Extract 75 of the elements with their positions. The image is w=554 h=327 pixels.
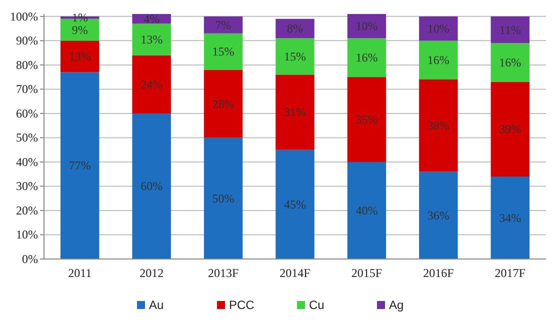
text: 39%: [499, 122, 522, 136]
bar: [419, 172, 458, 259]
x-tick-label: 2016F: [423, 266, 454, 280]
text: 50%: [212, 191, 234, 206]
y-tick-label: 10%: [16, 228, 38, 242]
bar: [204, 16, 243, 34]
text: 8%: [287, 22, 303, 36]
text: 16%: [356, 50, 378, 65]
text: 16%: [427, 53, 450, 68]
text: 36%: [427, 208, 450, 222]
legend-label: Ag: [389, 298, 404, 312]
bar: [347, 14, 386, 38]
text: 77%: [68, 158, 91, 173]
bar: [204, 33, 243, 70]
text: 38%: [427, 118, 450, 133]
text: 4%: [144, 12, 160, 26]
legend-label: Au: [149, 298, 164, 312]
text: 45%: [284, 197, 306, 212]
legend-label: PCC: [229, 298, 255, 312]
y-tick-label: 30%: [16, 179, 38, 194]
text: 40%: [356, 203, 378, 218]
bar: [490, 82, 530, 177]
y-tick-label: 60%: [16, 106, 38, 120]
text: 11%: [499, 22, 521, 37]
text: 10%: [356, 19, 378, 34]
bar: [490, 16, 530, 44]
x-tick-label: 2015F: [351, 266, 382, 280]
x-tick-label: 2014F: [280, 266, 311, 280]
text: 1%: [72, 10, 88, 25]
text: 15%: [284, 49, 306, 64]
y-tick-label: 40%: [16, 154, 38, 169]
bar: [347, 77, 386, 162]
text: 16%: [499, 56, 522, 70]
y-tick-label: 70%: [16, 82, 38, 96]
text: 60%: [140, 179, 163, 194]
text: 15%: [212, 44, 234, 59]
y-tick-label: 0%: [22, 252, 38, 266]
bar: [276, 18, 314, 38]
bar: [132, 113, 171, 259]
bar: [132, 55, 171, 114]
y-tick-label: 50%: [16, 130, 38, 145]
text: 9%: [72, 22, 88, 37]
x-tick-label: 2017F: [494, 266, 526, 280]
bar: [60, 40, 100, 72]
text: 35%: [356, 112, 378, 127]
text: 34%: [499, 210, 522, 225]
bar: [419, 16, 458, 41]
text: 13%: [140, 32, 163, 46]
bar: [419, 40, 458, 80]
text: 24%: [140, 77, 163, 92]
bar: [490, 176, 530, 259]
bar: [276, 38, 314, 75]
bar: [276, 150, 314, 259]
y-tick-label: 100%: [10, 9, 38, 24]
text: 7%: [215, 18, 232, 32]
text: 13%: [68, 49, 91, 64]
y-tick-label: 80%: [16, 58, 38, 72]
y-tick-label: 20%: [16, 203, 38, 218]
bar: [204, 138, 243, 259]
x-tick-label: 2013F: [208, 266, 239, 280]
x-tick-label: 2012: [140, 266, 164, 280]
bar: [204, 70, 243, 138]
bar: [60, 72, 100, 259]
bar: [347, 162, 386, 259]
bar: [347, 38, 386, 78]
y-tick-label: 90%: [16, 34, 38, 48]
bar: [419, 79, 458, 172]
text: 10%: [427, 22, 450, 36]
bar: [276, 74, 314, 150]
text: 28%: [212, 96, 234, 111]
legend-label: Cu: [309, 298, 324, 312]
bar: [490, 43, 530, 82]
text: 31%: [284, 105, 306, 120]
bar: [132, 24, 171, 56]
x-tick-label: 2011: [68, 266, 92, 280]
